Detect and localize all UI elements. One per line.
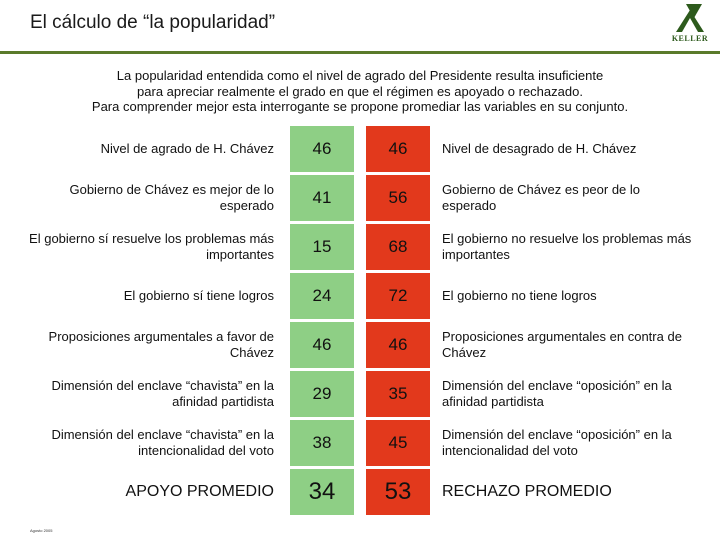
average-approval-label: APOYO PROMEDIO (125, 483, 274, 500)
approve-label: El gobierno sí resuelve los problemas má… (29, 231, 274, 262)
approve-value: 41 (290, 175, 354, 221)
reject-label: Proposiciones argumentales en contra de … (442, 329, 682, 360)
header-rule (0, 51, 720, 54)
approve-label: Dimensión del enclave “chavista” en la a… (51, 378, 274, 409)
reject-value: 45 (366, 420, 430, 466)
footer-date: Agosto 2005 (30, 528, 53, 533)
approve-value: 29 (290, 371, 354, 417)
reject-value: 68 (366, 224, 430, 270)
intro-line: Para comprender mejor esta interrogante … (91, 99, 629, 114)
table-row: El gobierno sí resuelve los problemas má… (26, 224, 694, 270)
table-row: Proposiciones argumentales a favor de Ch… (26, 322, 694, 368)
reject-value: 46 (366, 322, 430, 368)
intro-paragraph: La popularidad entendida como el nivel d… (20, 68, 700, 115)
page-title: El cálculo de “la popularidad” (30, 12, 276, 33)
reject-label: El gobierno no tiene logros (442, 288, 597, 303)
approve-value: 24 (290, 273, 354, 319)
keller-logo: KELLER (668, 4, 712, 52)
keller-logo-icon (676, 4, 704, 32)
reject-value: 46 (366, 126, 430, 172)
reject-value: 72 (366, 273, 430, 319)
reject-label: El gobierno no resuelve los problemas má… (442, 231, 692, 262)
reject-label: Dimensión del enclave “oposición” en la … (442, 378, 672, 409)
reject-label: Dimensión del enclave “oposición” en la … (442, 427, 672, 458)
table-row: Nivel de agrado de H. Chávez 46 46 Nivel… (26, 126, 694, 172)
logo-brand-text: KELLER (671, 34, 709, 43)
average-approval-value: 34 (290, 469, 354, 515)
average-rejection-label: RECHAZO PROMEDIO (442, 483, 612, 500)
approve-value: 15 (290, 224, 354, 270)
reject-label: Gobierno de Chávez es peor de lo esperad… (442, 182, 641, 213)
approve-label: Gobierno de Chávez es mejor de lo espera… (69, 182, 274, 213)
approve-label: Dimensión del enclave “chavista” en la i… (51, 427, 274, 458)
table-row: El gobierno sí tiene logros 24 72 El gob… (26, 273, 694, 319)
reject-label: Nivel de desagrado de H. Chávez (442, 141, 637, 156)
approve-label: El gobierno sí tiene logros (123, 288, 274, 303)
summary-row: APOYO PROMEDIO 34 53 RECHAZO PROMEDIO (26, 469, 694, 515)
approve-value: 46 (290, 126, 354, 172)
approve-label: Proposiciones argumentales a favor de Ch… (48, 329, 274, 360)
average-rejection-value: 53 (366, 469, 430, 515)
table-row: Dimensión del enclave “chavista” en la a… (26, 371, 694, 417)
reject-value: 56 (366, 175, 430, 221)
approve-value: 38 (290, 420, 354, 466)
intro-line: para apreciar realmente el grado en que … (137, 83, 583, 99)
reject-value: 35 (366, 371, 430, 417)
table-row: Gobierno de Chávez es mejor de lo espera… (26, 175, 694, 221)
table-row: Dimensión del enclave “chavista” en la i… (26, 420, 694, 466)
intro-line: La popularidad entendida como el nivel d… (116, 68, 604, 83)
approve-label: Nivel de agrado de H. Chávez (100, 141, 274, 156)
approve-value: 46 (290, 322, 354, 368)
